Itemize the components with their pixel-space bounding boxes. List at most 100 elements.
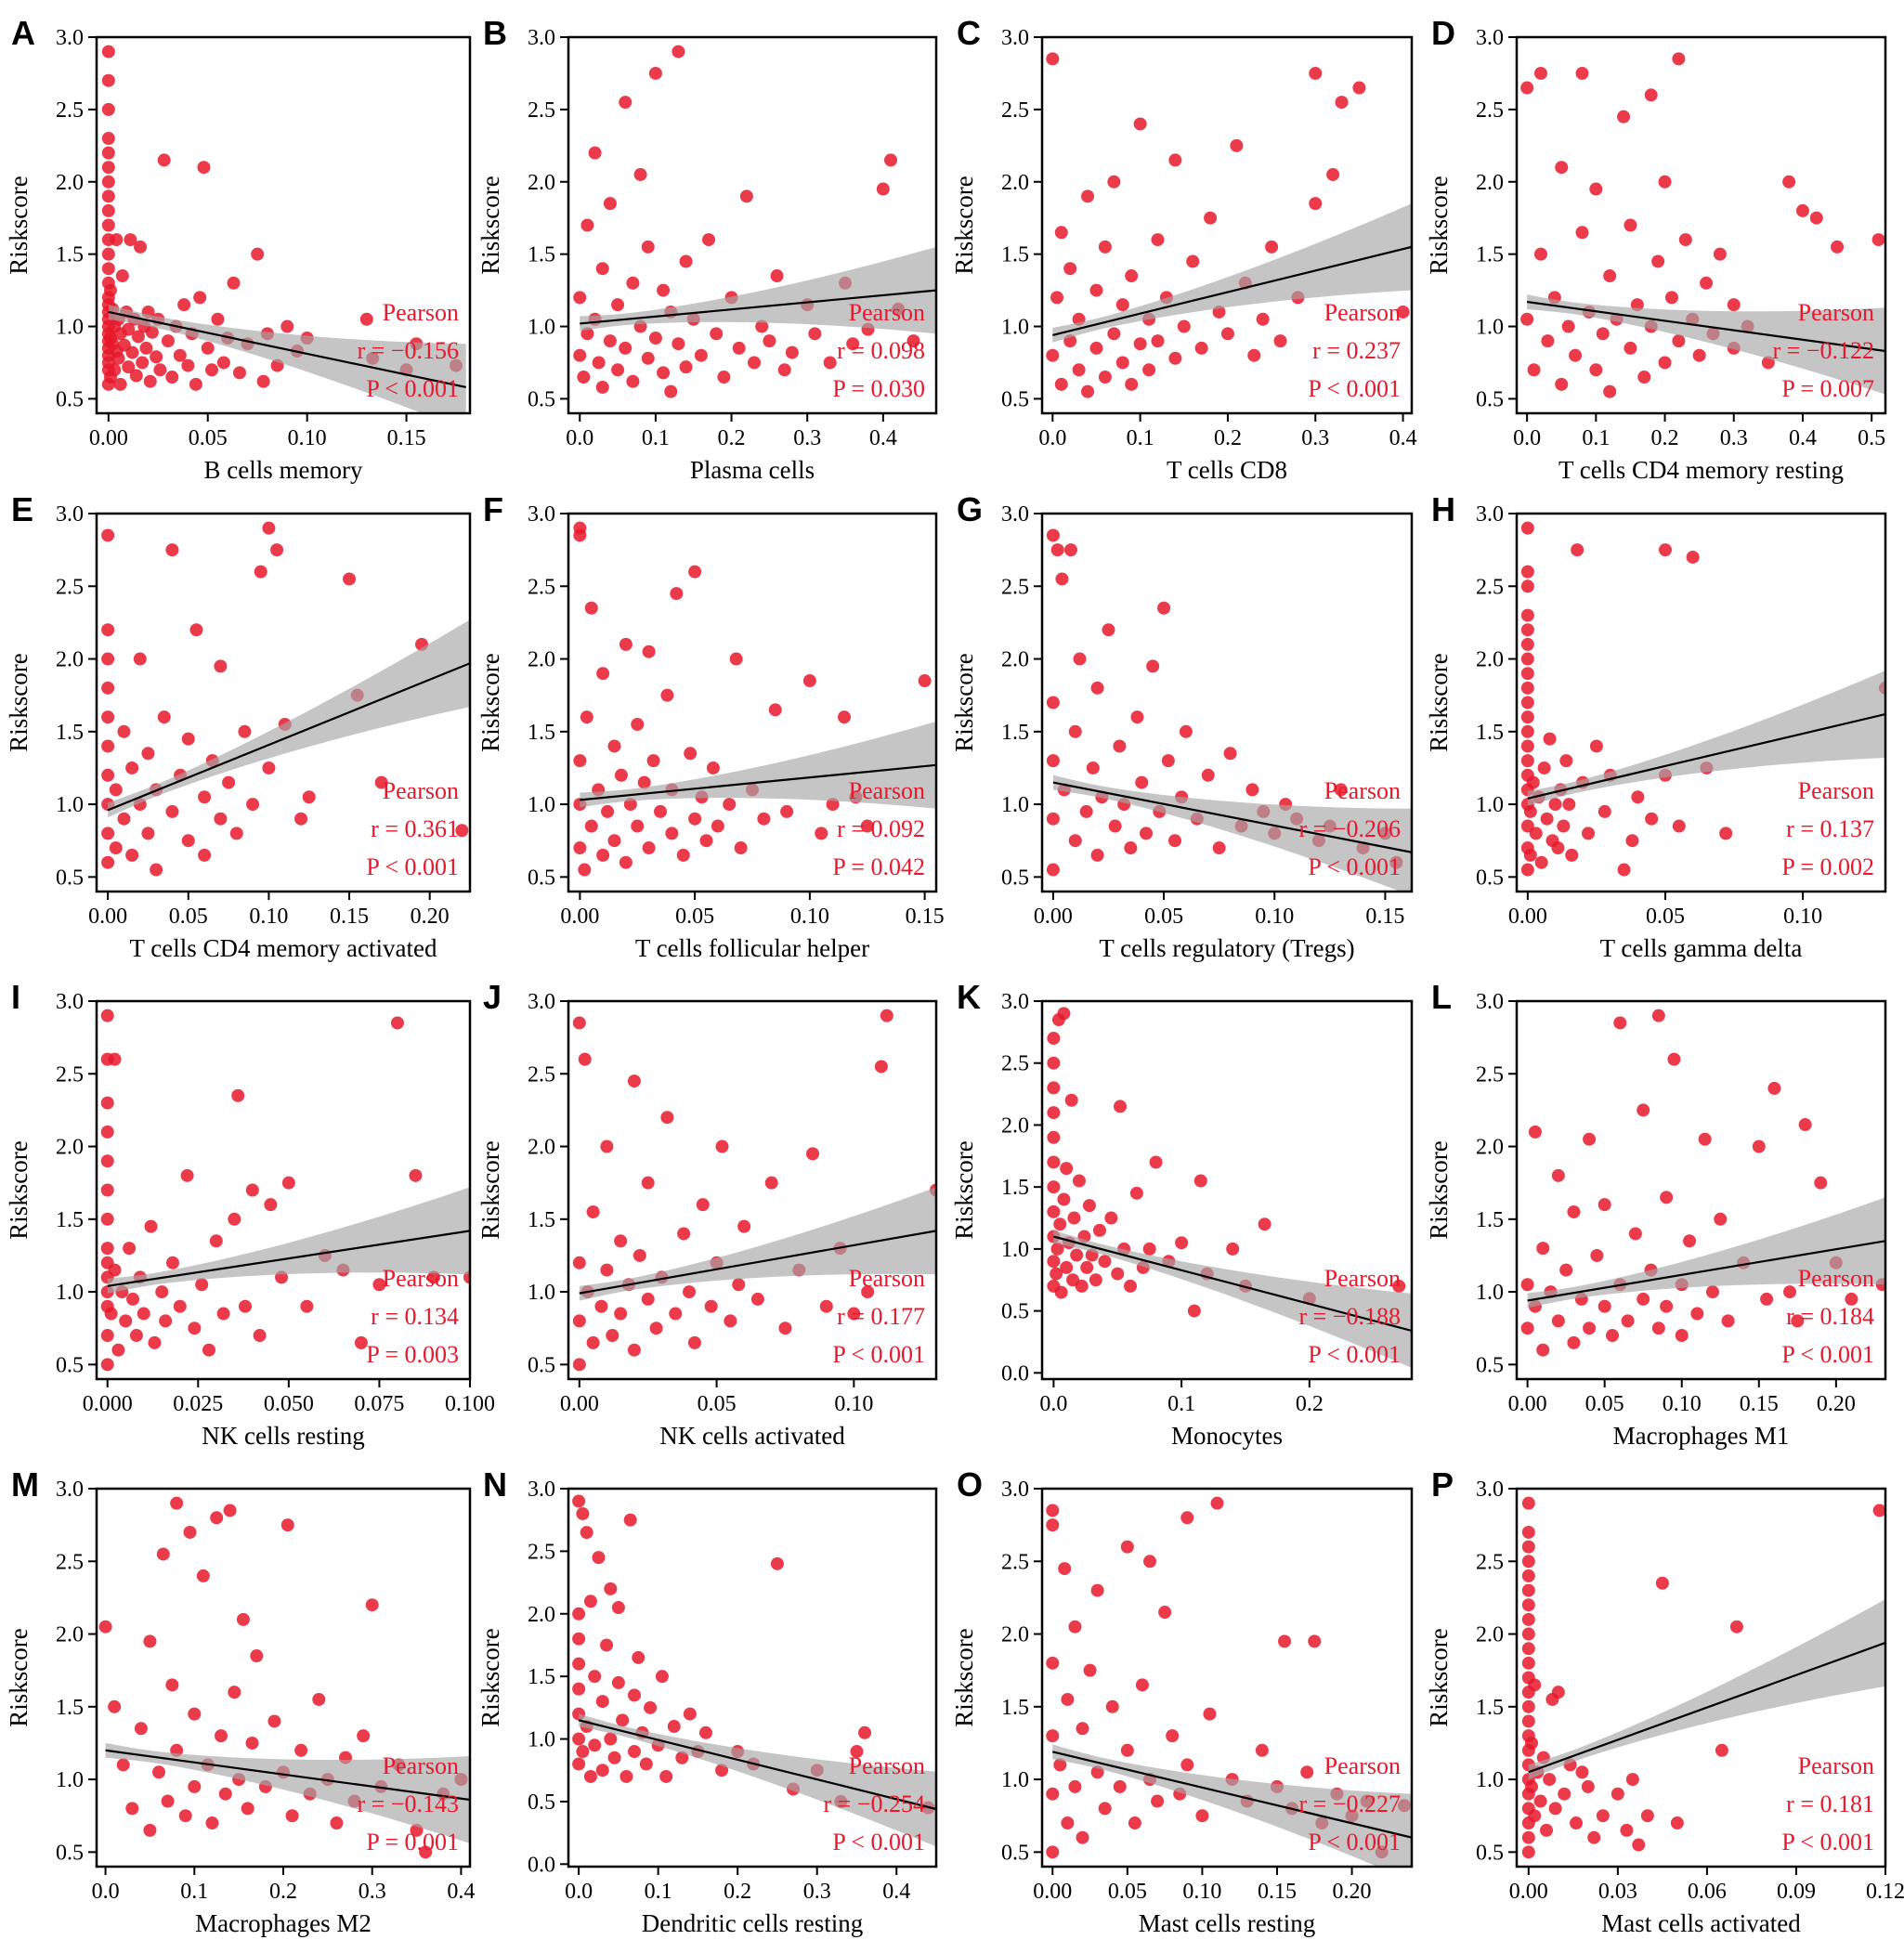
panel-i-x-tick-label: 0.100: [445, 1392, 495, 1416]
panel-m-point: [280, 1518, 294, 1532]
panel-m-point: [294, 1743, 308, 1757]
panel-l-point: [1660, 1299, 1674, 1313]
panel-b-point: [595, 262, 609, 276]
panel-j-point: [764, 1176, 778, 1190]
panel-f-point: [584, 601, 598, 615]
panel-k-point: [1142, 1242, 1156, 1256]
panel-m-x-tick-label: 0.4: [447, 1880, 475, 1904]
panel-h-y-tick-label: 3.0: [1476, 502, 1504, 527]
panel-g-x-tick-label: 0.15: [1365, 905, 1404, 929]
panel-o-point: [1166, 1729, 1180, 1743]
panel-n-point: [576, 1506, 590, 1520]
panel-k-point: [1047, 1255, 1061, 1269]
panel-n-x-tick-label: 0.0: [565, 1880, 593, 1904]
panel-h-point: [1625, 834, 1639, 848]
panel-k-point: [1392, 1279, 1406, 1293]
panel-h-point: [1520, 863, 1534, 877]
panel-b-p-value: P = 0.030: [832, 375, 925, 402]
panel-p-point: [1570, 1816, 1584, 1830]
panel-k-y-axis-title: Riskscore: [950, 1140, 978, 1240]
panel-k-y-tick-label: 3.0: [1001, 990, 1029, 1014]
panel-d-point: [1603, 384, 1617, 398]
panel-o-x-tick-label: 0.10: [1182, 1880, 1221, 1904]
panel-m-point: [108, 1699, 122, 1713]
panel-n-point: [623, 1513, 637, 1527]
panel-f-plot-area: [573, 521, 936, 877]
panel-o-x-tick-label: 0.15: [1258, 1880, 1297, 1904]
panel-d-y-tick-label: 0.5: [1476, 387, 1504, 411]
panel-i-point: [202, 1343, 215, 1357]
panel-o-point: [1076, 1830, 1089, 1844]
panel-h-y-tick-label: 2.0: [1476, 648, 1504, 672]
panel-l-point: [1520, 1278, 1534, 1292]
panel-o-point: [1180, 1758, 1194, 1772]
panel-k-y-tick-label: 2.0: [1001, 1113, 1029, 1138]
panel-j-y-axis-title: Riskscore: [476, 1140, 504, 1240]
panel-f-point: [631, 717, 645, 731]
panel-g-point: [1102, 623, 1115, 637]
panel-n-point: [770, 1556, 784, 1570]
panel-l-point: [1551, 1168, 1565, 1182]
panel-g-point: [1245, 783, 1259, 797]
panel-k-r-value: r = −0.188: [1299, 1303, 1401, 1330]
panel-a-y-tick-label: 2.0: [56, 171, 84, 195]
panel-c-point: [1151, 334, 1165, 348]
panel-e-y-tick-label: 1.0: [56, 793, 84, 817]
panel-f-y-tick-label: 1.5: [528, 721, 555, 745]
panel-p-r-value: r = 0.181: [1786, 1790, 1874, 1817]
panel-b-point: [592, 356, 606, 370]
panel-e-point: [214, 659, 228, 673]
panel-m-x-tick-label: 0.2: [269, 1880, 297, 1904]
panel-a-letter: A: [11, 14, 35, 52]
panel-b-point: [626, 276, 640, 290]
panel-j-regression-line: [579, 1230, 936, 1295]
panel-d-y-axis-title: Riskscore: [1425, 176, 1453, 275]
panel-l-point: [1683, 1234, 1697, 1248]
panel-j-y-tick-label: 0.5: [528, 1353, 555, 1377]
panel-f-point: [607, 739, 621, 753]
panel-o-point: [1058, 1562, 1072, 1576]
panel-j-point: [677, 1227, 691, 1241]
panel-p-point: [1715, 1743, 1728, 1757]
panel-a-point: [227, 276, 241, 290]
panel-a-point: [139, 341, 153, 355]
panel-k-letter: K: [957, 978, 981, 1016]
panel-k-y-tick-label: 0.5: [1001, 1300, 1029, 1324]
panel-e-point: [181, 834, 195, 848]
panel-b-regression-line: [580, 289, 936, 325]
panel-f-point: [596, 667, 610, 681]
panel-p-point: [1521, 1656, 1535, 1670]
panel-g-y-tick-label: 1.0: [1001, 793, 1029, 817]
panel-h-point: [1571, 543, 1584, 557]
panel-e-x-axis-title: T cells CD4 memory activated: [130, 934, 437, 962]
panel-c-y-tick-label: 3.0: [1001, 26, 1029, 50]
panel-h-point: [1520, 579, 1534, 593]
panel-e-point: [101, 827, 115, 840]
panel-k-point: [1053, 1217, 1067, 1231]
panel-i-point: [100, 1329, 114, 1343]
panel-p-point: [1525, 1779, 1539, 1793]
panel-c-point: [1072, 363, 1086, 377]
panel-g-point: [1124, 841, 1138, 855]
panel-k-point: [1193, 1174, 1207, 1188]
panel-b-point: [657, 366, 671, 380]
panel-f-point: [918, 674, 932, 688]
panel-k-point: [1124, 1279, 1138, 1293]
panel-g: G 0.5 1.0 1.5 2.0 2.5 3.0 0.00 0.05 0.10 0.15 T cel…: [950, 490, 1414, 962]
panel-a-point: [131, 330, 145, 344]
panel-k-point: [1149, 1155, 1163, 1169]
panel-a-point: [150, 350, 163, 364]
panel-l-point: [1791, 1314, 1805, 1328]
panel-l-point: [1667, 1052, 1681, 1066]
panel-n-point: [572, 1494, 586, 1508]
panel-m-letter: M: [11, 1465, 39, 1504]
panel-d-point: [1658, 356, 1672, 370]
panel-b-point: [785, 345, 799, 359]
panel-a-point: [134, 240, 148, 254]
panel-g-point: [1046, 696, 1060, 710]
panel-f-point: [684, 747, 698, 761]
panel-h-point: [1520, 754, 1534, 768]
panel-j-point: [778, 1322, 792, 1335]
panel-f-pearson-label: Pearson: [849, 777, 925, 804]
panel-a-x-tick-label: 0.00: [89, 426, 128, 450]
